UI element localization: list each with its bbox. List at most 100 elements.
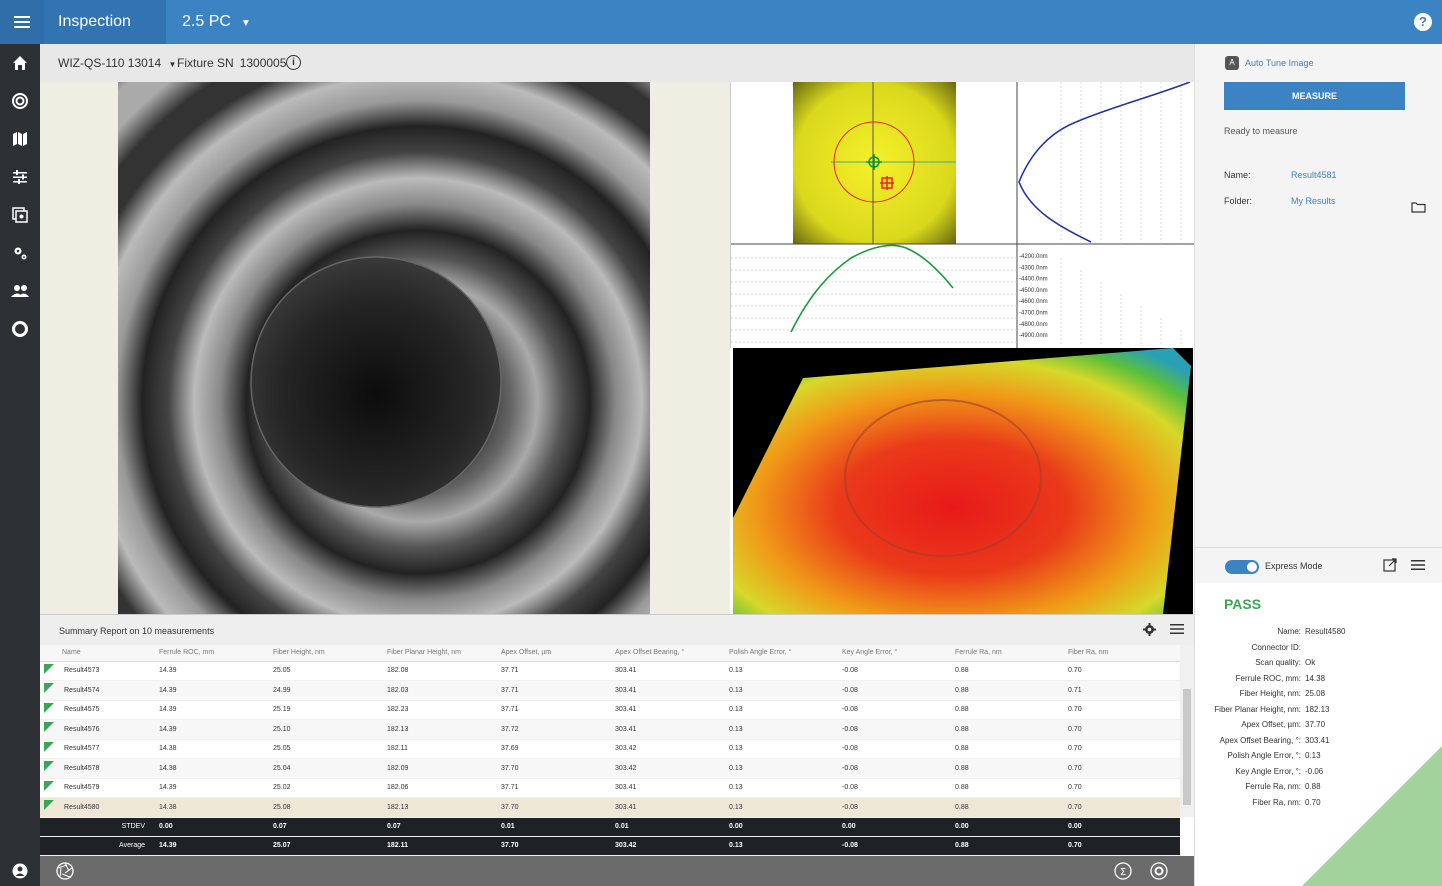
table-cell: 14.39 <box>155 661 269 681</box>
table-cell: 37.71 <box>497 778 611 798</box>
cell-text: 37.71 <box>501 667 519 675</box>
detail-row: Ferrule ROC, mm: 14.38 <box>1195 671 1442 687</box>
cell-text: 14.39 <box>159 686 177 694</box>
detail-row: Apex Offset Bearing, °: 303.41 <box>1195 733 1442 749</box>
statistics-button[interactable]: Σ <box>1114 862 1132 885</box>
name-value[interactable]: Result4581 <box>1291 170 1337 180</box>
detail-value: 182.13 <box>1305 704 1330 714</box>
fixture-info: Fixture SN 1300005 <box>177 56 286 70</box>
table-cell: 14.39 <box>155 700 269 720</box>
table-cell: 303.42 <box>611 758 725 779</box>
column-header[interactable]: Fiber Ra, nm <box>1064 645 1180 662</box>
measure-button[interactable]: MEASURE <box>1224 82 1405 110</box>
table-cell: 0.88 <box>951 778 1064 798</box>
column-header[interactable]: Key Angle Error, ° <box>838 645 951 662</box>
row-name-cell: Result4573 <box>40 661 155 681</box>
stat-value: -0.08 <box>838 836 951 856</box>
status-text: Ready to measure <box>1224 126 1298 136</box>
top-bar: Inspection 2.5 PC ▼ ? <box>0 0 1442 44</box>
nav-support-button[interactable] <box>0 314 40 344</box>
nav-gears-button[interactable] <box>0 238 40 268</box>
table-row[interactable]: Result4580 14.38 25.08 182.13 37.70 303.41 0.1… <box>40 797 1180 818</box>
nav-map-button[interactable] <box>0 124 40 154</box>
stat-value: 37.70 <box>497 836 611 856</box>
table-cell: 303.41 <box>611 700 725 720</box>
caret-down-icon: ▼ <box>168 60 177 69</box>
cell-text: Result4580 <box>64 803 100 811</box>
mode-dropdown[interactable]: 2.5 PC ▼ <box>182 0 251 44</box>
settings-button[interactable] <box>1150 862 1168 885</box>
nav-sliders-button[interactable] <box>0 162 40 192</box>
table-row[interactable]: Result4576 14.39 25.10 182.13 37.72 303.41 0.1… <box>40 719 1180 740</box>
pass-flag-icon <box>44 683 54 693</box>
info-icon[interactable]: i <box>286 55 301 70</box>
cell-text: 303.41 <box>615 667 637 675</box>
column-header[interactable]: Ferrule Ra, nm <box>951 645 1064 662</box>
lifebuoy-icon <box>12 321 28 337</box>
average-row: Average 14.39 25.07 182.11 37.70 303.42 0.13 -0… <box>40 836 1180 856</box>
express-mode-toggle[interactable] <box>1225 560 1259 574</box>
table-cell: 0.13 <box>725 797 838 818</box>
table-cell: 25.05 <box>269 739 383 759</box>
nav-home-button[interactable] <box>0 48 40 78</box>
list-icon[interactable] <box>1411 558 1425 576</box>
hamburger-menu-button[interactable] <box>0 0 44 44</box>
column-header[interactable]: Name <box>40 645 155 662</box>
table-row[interactable]: Result4574 14.39 24.99 182.03 37.71 303.41 0.1… <box>40 680 1180 701</box>
list-icon[interactable] <box>1170 623 1184 637</box>
table-cell: 37.72 <box>497 719 611 740</box>
help-button[interactable]: ? <box>1414 13 1432 31</box>
column-header[interactable]: Fiber Height, nm <box>269 645 383 662</box>
cell-text: -0.08 <box>842 706 858 714</box>
table-scrollbar[interactable] <box>1180 645 1194 817</box>
table-row[interactable]: Result4578 14.38 25.04 182.09 37.70 303.42 0.1… <box>40 758 1180 779</box>
column-header[interactable]: Fiber Planar Height, nm <box>383 645 497 662</box>
pass-decoration <box>1302 746 1442 886</box>
aperture-button[interactable] <box>56 862 74 885</box>
cell-text: 182.03 <box>387 686 409 694</box>
popout-icon[interactable] <box>1383 558 1397 577</box>
auto-tune-link[interactable]: A Auto Tune Image <box>1225 56 1314 70</box>
caret-down-icon: ▼ <box>240 18 251 29</box>
topography-3d-view[interactable] <box>733 348 1193 614</box>
user-account-button[interactable] <box>0 856 40 886</box>
column-header[interactable]: Ferrule ROC, mm <box>155 645 269 662</box>
table-row[interactable]: Result4579 14.39 25.02 182.06 37.71 303.41 0.1… <box>40 778 1180 798</box>
table-cell: 182.06 <box>383 778 497 798</box>
table-cell: 0.13 <box>725 719 838 740</box>
table-cell: 0.13 <box>725 739 838 759</box>
nav-gallery-button[interactable] <box>0 200 40 230</box>
nav-target-button[interactable] <box>0 86 40 116</box>
cell-text: 182.09 <box>387 764 409 772</box>
column-header[interactable]: Apex Offset Bearing, ° <box>611 645 725 662</box>
scrollbar-thumb[interactable] <box>1183 689 1191 805</box>
nav-users-button[interactable] <box>0 276 40 306</box>
stat-value: 0.00 <box>725 817 838 837</box>
table-cell: 182.23 <box>383 700 497 720</box>
cell-text: 14.39 <box>159 725 177 733</box>
table-cell: 182.13 <box>383 797 497 818</box>
cell-text: 303.42 <box>615 745 637 753</box>
cell-text: 37.70 <box>501 803 519 811</box>
gear-icon[interactable] <box>1143 623 1156 638</box>
folder-icon[interactable] <box>1411 200 1426 218</box>
table-cell: -0.08 <box>838 719 951 740</box>
table-row[interactable]: Result4575 14.39 25.19 182.23 37.71 303.41 0.1… <box>40 700 1180 720</box>
table-cell: -0.08 <box>838 739 951 759</box>
folder-value[interactable]: My Results <box>1291 196 1336 206</box>
table-cell: 0.70 <box>1064 778 1180 798</box>
table-row[interactable]: Result4573 14.39 25.05 182.08 37.71 303.41 0.1… <box>40 661 1180 681</box>
cell-text: 25.08 <box>273 803 291 811</box>
interferogram-image[interactable] <box>118 82 650 614</box>
left-nav <box>0 44 40 886</box>
table-cell: 0.71 <box>1064 680 1180 701</box>
column-header[interactable]: Apex Offset, µm <box>497 645 611 662</box>
table-row[interactable]: Result4577 14.38 25.05 182.11 37.69 303.42 0.1… <box>40 739 1180 759</box>
column-header[interactable]: Polish Angle Error, ° <box>725 645 838 662</box>
section-title[interactable]: Inspection <box>44 0 166 44</box>
contour-label: -4700.0nm <box>1019 311 1048 317</box>
cell-text: 14.39 <box>159 784 177 792</box>
detail-label: Connector ID: <box>1251 642 1301 652</box>
menu-icon <box>14 16 30 28</box>
device-selector[interactable]: WIZ-QS-110 13014 ▼ <box>58 56 176 70</box>
